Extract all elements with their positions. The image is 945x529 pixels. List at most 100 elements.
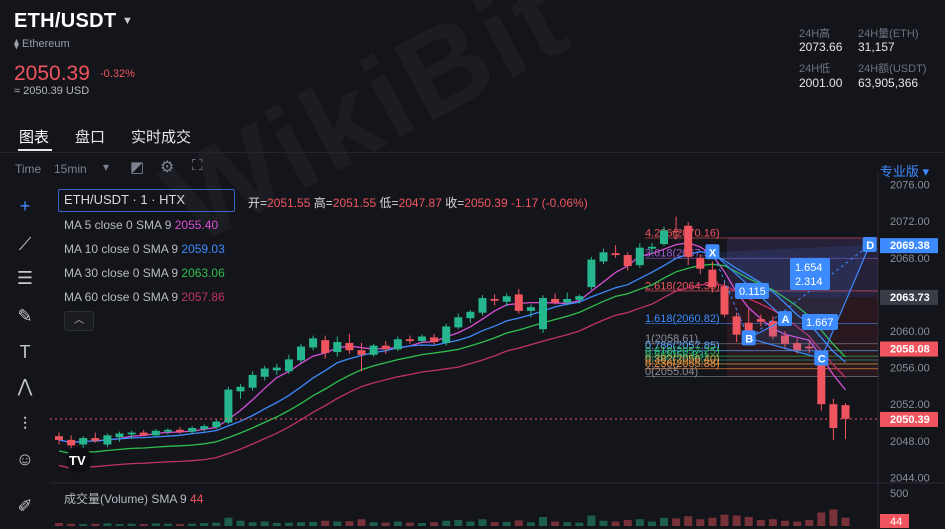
fullscreen-icon[interactable]: ⛶ <box>192 157 203 174</box>
volume-bar <box>369 522 378 526</box>
candle-body <box>91 438 100 441</box>
volume-bar <box>768 519 777 526</box>
volume-bar <box>333 521 342 526</box>
stat-label: 24H量(ETH) <box>858 28 919 40</box>
pattern-point-marker <box>741 330 756 346</box>
pattern-ratio-box <box>790 258 830 290</box>
crosshair-icon[interactable]: + <box>19 196 31 216</box>
close-label: 收= <box>445 196 465 210</box>
volume-bar <box>829 509 838 526</box>
fib-level-label: 0.786(2057.85) <box>645 340 720 352</box>
volume-bar <box>176 524 184 526</box>
candle-body <box>744 322 753 335</box>
chart-type-icon[interactable]: ◩ <box>130 159 145 176</box>
candle-body <box>430 337 439 342</box>
volume-bar <box>841 517 850 526</box>
ruler-icon[interactable]: ✐ <box>17 496 33 516</box>
volume-bar <box>284 522 293 526</box>
pro-version-button[interactable]: 专业版 ▾ <box>879 164 929 179</box>
fib-level-label: 4.236(2070.16) <box>645 228 720 240</box>
ma10-legend: MA 10 close 0 SMA 9 2059.03 <box>64 242 225 256</box>
volume-bar <box>127 523 136 526</box>
candle-body <box>732 316 741 335</box>
candle-body <box>115 433 124 438</box>
price-tag-label: 2063.73 <box>890 292 930 304</box>
volume-bar <box>551 521 560 526</box>
ma-value: 2057.86 <box>181 290 225 304</box>
emoji-icon[interactable]: ☺ <box>15 449 35 469</box>
pattern-point-label: D <box>866 240 874 252</box>
divider <box>0 152 945 153</box>
volume-value-badge <box>880 514 909 528</box>
price-tag <box>880 289 938 305</box>
fib-level-label: 0(2055.04) <box>645 366 698 378</box>
candle-body <box>139 432 148 436</box>
tab-orderbook[interactable]: 盘口 <box>75 129 106 146</box>
pattern-point-label: C <box>818 353 826 365</box>
chevron-down-icon[interactable]: ▾ <box>103 160 110 174</box>
pair-title[interactable]: ETH/USDT <box>14 10 117 32</box>
interval-selector[interactable]: 15min <box>54 162 87 176</box>
volume-bar <box>805 519 814 526</box>
high-label: 高= <box>313 196 333 210</box>
fib-level-label: 0.618(2057.25) <box>645 346 720 358</box>
volume-bar <box>660 517 668 526</box>
volume-bar <box>236 520 245 526</box>
tab-trades[interactable]: 实时成交 <box>131 129 192 146</box>
symbol-legend-box[interactable] <box>58 189 235 212</box>
volume-bar <box>115 524 124 526</box>
volume-bar <box>502 521 511 526</box>
measure-icon[interactable]: ⫶ <box>22 414 28 434</box>
y-tick-label: 2044.00 <box>890 472 930 484</box>
pattern-point-marker <box>814 350 829 366</box>
tab-chart[interactable]: 图表 <box>19 129 50 146</box>
volume-bar <box>623 519 632 526</box>
price-tag <box>880 411 938 427</box>
change-value: -1.17 (-0.06%) <box>511 196 588 210</box>
candle-body <box>454 317 463 328</box>
candle-body <box>272 367 281 371</box>
volume-bar <box>91 523 100 526</box>
pattern-ratio-box <box>802 314 838 330</box>
volume-bar <box>756 519 765 526</box>
volume-bar <box>720 514 729 526</box>
volume-bar <box>345 521 354 526</box>
candle-body <box>563 298 572 303</box>
candle-body <box>333 341 342 353</box>
volume-bar <box>79 524 88 526</box>
horizontal-lines-icon[interactable]: ☰ <box>16 268 34 288</box>
volume-bar <box>563 522 572 526</box>
candle-body <box>284 359 293 372</box>
volume-bar <box>490 522 499 526</box>
volume-bar <box>163 523 172 526</box>
candle-body <box>781 335 789 344</box>
candle-body <box>55 436 63 440</box>
candle-body <box>357 350 366 355</box>
fib-level-label: 1(2058.61) <box>645 333 698 345</box>
candle-body <box>768 320 777 337</box>
ma-label: MA 10 close 0 SMA 9 <box>64 242 179 256</box>
collapse-legend-button[interactable]: ︿ <box>64 311 94 331</box>
candle-body <box>176 429 184 432</box>
pattern-icon[interactable]: ⋀ <box>17 376 33 396</box>
ma-value: 2059.03 <box>181 242 225 256</box>
volume-bar <box>67 523 76 526</box>
chevron-down-icon[interactable]: ▼ <box>122 15 133 27</box>
candle-body <box>418 336 426 342</box>
settings-icon[interactable]: ⚙ <box>160 159 175 176</box>
text-icon[interactable]: T <box>19 342 31 362</box>
brush-icon[interactable]: ✎ <box>17 306 33 326</box>
volume-legend-value: 44 <box>190 492 204 506</box>
candle-body <box>841 405 850 419</box>
volume-bar <box>357 519 366 526</box>
usd-price: ≈ 2050.39 USD <box>14 85 90 97</box>
volume-bar <box>732 515 741 526</box>
candle-body <box>696 257 705 269</box>
time-button[interactable]: Time <box>15 162 42 176</box>
trend-line-icon[interactable]: ⟋ <box>18 234 32 254</box>
pattern-ratio-label: 2.314 <box>795 276 823 288</box>
volume-bar <box>248 522 257 526</box>
fib-level-label: 0.5(2056.83) <box>645 350 707 362</box>
volume-bar <box>381 522 390 526</box>
